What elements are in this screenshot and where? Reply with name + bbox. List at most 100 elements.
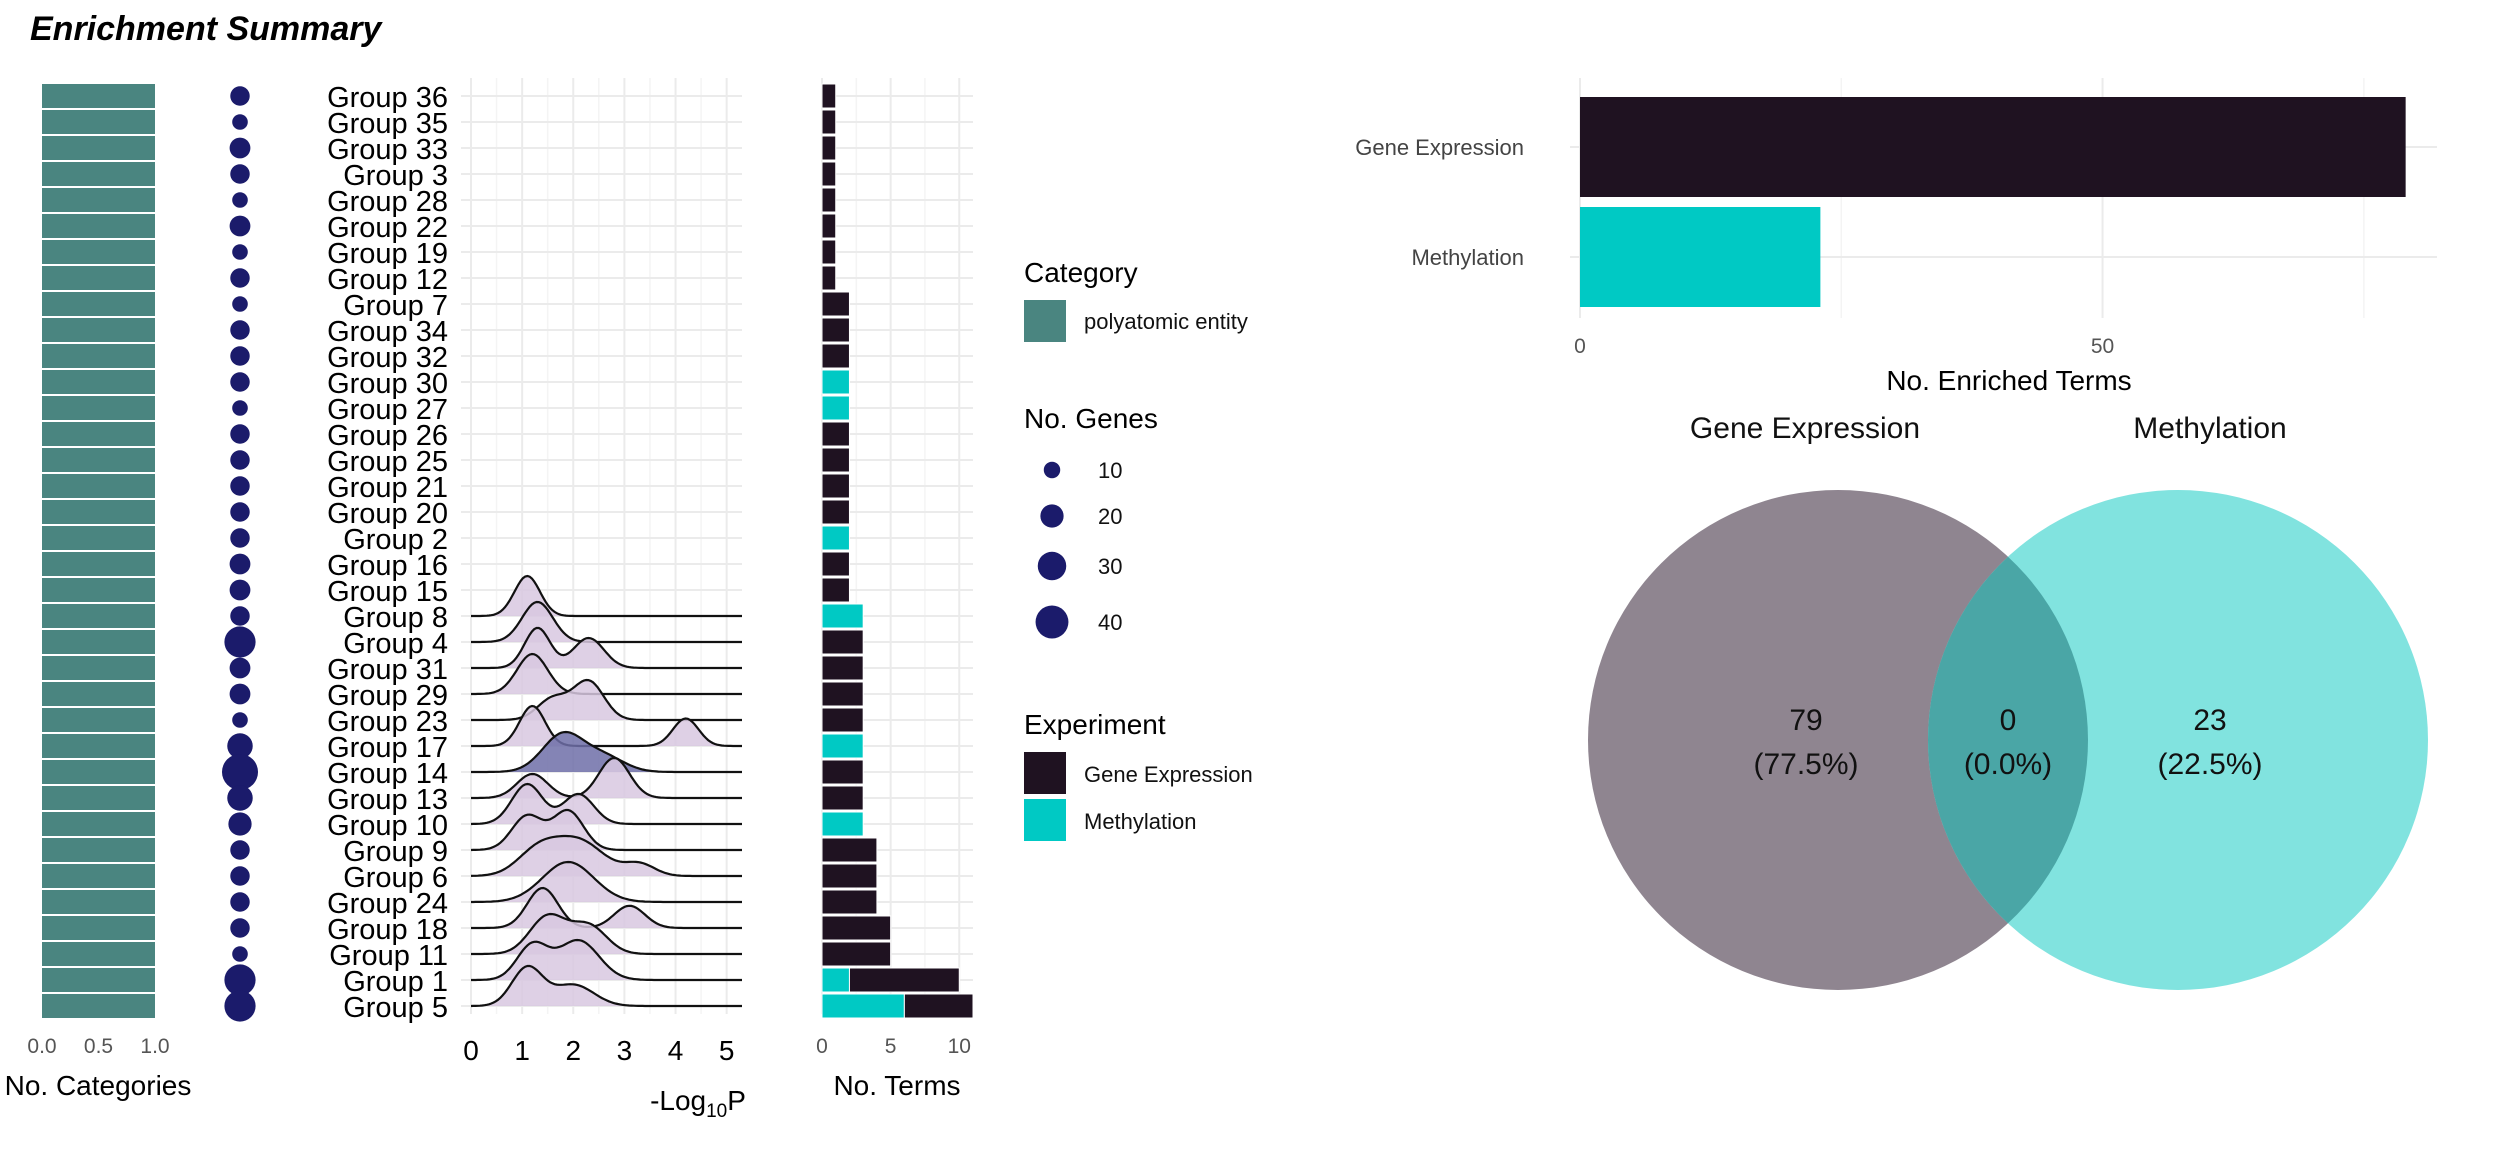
terms-bar-gene-expression <box>821 655 864 681</box>
genes-dot-panel <box>221 86 259 1022</box>
enriched-bar <box>1580 207 1821 307</box>
ridge-x-label: -Log10P <box>650 1085 746 1122</box>
ridge-line <box>471 730 742 774</box>
category-bar <box>42 890 155 914</box>
gene-count-dot <box>230 892 250 912</box>
group-label: Group 27 <box>327 394 448 426</box>
ridge-line <box>471 704 742 748</box>
ridge-x-tick: 3 <box>617 1035 633 1066</box>
legend-experiment-label: Methylation <box>1084 809 1197 834</box>
terms-x-tick: 10 <box>948 1035 971 1058</box>
terms-bar-gene-expression <box>821 551 850 577</box>
legend-genes-title: No. Genes <box>1024 403 1158 434</box>
category-bar <box>42 630 155 654</box>
group-label: Group 15 <box>327 576 448 608</box>
ridge-line <box>471 912 742 956</box>
ridge-line <box>471 756 742 800</box>
group-label: Group 7 <box>343 290 448 322</box>
ridge-area <box>471 732 742 772</box>
terms-bar-gene-expression <box>821 629 864 655</box>
gene-count-dot <box>230 372 250 392</box>
legend-experiment-label: Gene Expression <box>1084 762 1253 787</box>
category-bar <box>42 500 155 524</box>
ridge-line <box>471 626 742 670</box>
group-label: Group 24 <box>327 888 448 920</box>
terms-bar-gene-expression <box>821 577 850 603</box>
gene-count-dot <box>230 86 250 106</box>
terms-x-tick: 5 <box>885 1035 897 1058</box>
venn-overlap <box>1928 556 2088 924</box>
gene-count-dot <box>230 424 250 444</box>
terms-bar-gene-expression <box>821 915 892 941</box>
legend-gene-dot <box>1037 551 1067 581</box>
ridge-area <box>471 706 742 746</box>
gene-count-dot <box>230 606 250 626</box>
group-label: Group 34 <box>327 316 448 348</box>
ridge-x-label-subscript: 10 <box>706 1101 727 1122</box>
ridge-line <box>470 964 742 1008</box>
category-bar <box>42 162 155 186</box>
category-bar <box>42 266 155 290</box>
gene-count-dot <box>229 553 251 575</box>
gene-count-dot <box>232 400 248 416</box>
category-bar <box>42 682 155 706</box>
legend-gene-label: 40 <box>1098 610 1122 635</box>
terms-bar-gene-expression <box>821 863 878 889</box>
gene-count-dot <box>229 683 251 705</box>
ridge-line <box>471 574 742 618</box>
terms-bar-gene-expression <box>821 889 878 915</box>
terms-bar-methylation <box>821 733 864 759</box>
group-label: Group 11 <box>329 940 448 972</box>
category-bar <box>42 838 155 862</box>
category-bar <box>42 656 155 680</box>
terms-bar-gene-expression <box>821 785 864 811</box>
category-bar <box>42 474 155 498</box>
group-label: Group 5 <box>343 992 448 1024</box>
enriched-category-label: Methylation <box>1411 245 1524 270</box>
gene-count-dot <box>229 137 251 159</box>
category-x-tick: 0.5 <box>84 1035 113 1058</box>
category-bar <box>42 344 155 368</box>
group-label: Group 2 <box>343 524 448 556</box>
category-bar <box>42 578 155 602</box>
legend-gene-label: 20 <box>1098 504 1122 529</box>
terms-bar-gene-expression <box>821 681 864 707</box>
ridge-line <box>470 834 742 878</box>
terms-bar-gene-expression <box>821 837 878 863</box>
category-bar <box>42 916 155 940</box>
group-label: Group 17 <box>327 732 448 764</box>
terms-bar-gene-expression <box>821 109 837 135</box>
group-label: Group 20 <box>327 498 448 530</box>
gene-count-dot <box>224 626 256 658</box>
group-label: Group 28 <box>327 186 448 218</box>
group-label: Group 14 <box>327 758 448 790</box>
terms-x-tick: 0 <box>816 1035 828 1058</box>
gene-count-dot <box>230 502 250 522</box>
ridge-x-label-base: -Log <box>650 1085 706 1116</box>
gene-count-dot <box>230 450 250 470</box>
category-bar <box>42 448 155 472</box>
group-label: Group 31 <box>327 654 448 686</box>
group-label: Group 32 <box>327 342 448 374</box>
group-label: Group 13 <box>327 784 448 816</box>
ridge-x-tick: 0 <box>463 1035 479 1066</box>
terms-bar-gene-expression <box>821 447 850 473</box>
terms-bar-gene-expression <box>821 759 864 785</box>
ridge-x-label-tail: P <box>727 1085 746 1116</box>
ridge-x-tick: 1 <box>514 1035 530 1066</box>
group-label: Group 3 <box>343 160 448 192</box>
category-bar <box>42 214 155 238</box>
terms-bar-gene-expression <box>821 265 837 291</box>
ridge-area <box>471 940 742 980</box>
terms-bar-methylation <box>821 811 864 837</box>
group-label: Group 9 <box>343 836 448 868</box>
legend-experiment-title: Experiment <box>1024 709 1166 740</box>
enriched-category-label: Gene Expression <box>1355 135 1524 160</box>
enriched-x-tick: 50 <box>2091 335 2114 358</box>
group-label: Group 12 <box>327 264 448 296</box>
gene-count-dot <box>227 785 253 811</box>
legend-category-swatch <box>1024 300 1066 342</box>
gene-count-dot <box>230 164 250 184</box>
category-bar <box>42 136 155 160</box>
